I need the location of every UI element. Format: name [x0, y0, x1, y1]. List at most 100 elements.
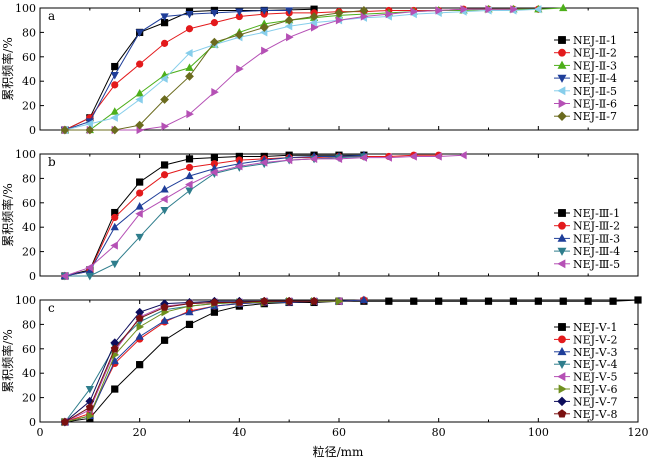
data-point: [136, 322, 145, 331]
data-point: [85, 272, 94, 281]
data-point: [360, 12, 369, 21]
data-point: [135, 332, 144, 340]
data-point: [135, 29, 144, 37]
data-point: [85, 403, 94, 411]
legend-marker: [557, 347, 567, 356]
legend-entry: NEJ-Ⅴ-1: [554, 321, 617, 334]
data-point: [485, 5, 493, 14]
y-tick-label: 0: [29, 124, 36, 137]
series-4: [60, 7, 294, 135]
x-tick-label: 60: [332, 426, 346, 439]
legend-label: NEJ-Ⅴ-1: [573, 321, 617, 334]
data-point: [185, 320, 194, 329]
data-point: [86, 411, 95, 421]
legend-marker: [557, 86, 566, 96]
data-point: [533, 5, 542, 14]
legend-label: NEJ-Ⅴ-2: [573, 333, 617, 346]
y-tick-label: 40: [22, 221, 36, 234]
data-point: [185, 155, 194, 163]
data-point: [284, 155, 293, 165]
data-point: [135, 202, 144, 210]
series-line: [64, 8, 539, 131]
data-point: [135, 233, 144, 242]
data-point: [584, 297, 592, 305]
data-point: [111, 213, 119, 222]
data-point: [285, 297, 294, 305]
y-tick-label: 80: [22, 172, 36, 185]
data-point: [185, 307, 194, 316]
data-point: [110, 344, 119, 353]
data-point: [435, 6, 444, 15]
data-point: [259, 23, 269, 32]
legend-label: NEJ-Ⅱ-4: [573, 72, 617, 85]
data-point: [185, 187, 194, 196]
data-point: [185, 299, 194, 308]
data-point: [459, 151, 467, 160]
legend-marker: [557, 111, 567, 121]
y-tick-label: 20: [22, 392, 36, 405]
data-point: [85, 125, 95, 135]
legend-label: NEJ-Ⅱ-7: [573, 110, 617, 123]
data-point: [235, 298, 244, 306]
data-point: [185, 63, 194, 71]
y-tick-label: 80: [22, 318, 36, 331]
data-point: [559, 3, 568, 12]
data-point: [210, 154, 219, 162]
data-point: [110, 125, 120, 135]
data-point: [236, 64, 244, 74]
legend-marker: [558, 384, 567, 394]
data-point: [310, 23, 319, 32]
legend-marker: [558, 36, 566, 44]
data-point: [334, 8, 344, 18]
legend-label: NEJ-Ⅲ-4: [573, 245, 620, 258]
x-tick-label: 80: [432, 426, 446, 439]
data-point: [359, 153, 368, 162]
data-point: [136, 189, 144, 197]
legend-entry: NEJ-Ⅴ-5: [554, 371, 617, 384]
data-point: [160, 39, 169, 47]
series-2: [61, 5, 542, 134]
legend-entry: NEJ-Ⅴ-2: [554, 333, 617, 346]
data-point: [135, 95, 143, 104]
data-point: [359, 295, 369, 304]
legend-label: NEJ-Ⅲ-5: [573, 258, 620, 271]
x-tick-label: 100: [528, 426, 549, 439]
data-point: [460, 5, 469, 14]
legend-label: NEJ-Ⅲ-2: [573, 220, 620, 233]
series-8: [60, 297, 319, 426]
data-point: [136, 361, 144, 369]
data-point: [135, 120, 145, 130]
series-line: [64, 9, 290, 131]
data-point: [110, 222, 119, 231]
data-point: [161, 122, 170, 131]
data-point: [435, 297, 443, 305]
y-axis-label: 累积频率/%: [0, 183, 15, 246]
legend-label: NEJ-Ⅱ-6: [573, 98, 617, 111]
data-point: [185, 171, 194, 180]
data-point: [60, 271, 69, 281]
data-point: [210, 37, 219, 47]
series-line: [64, 154, 439, 277]
legend-entry: NEJ-Ⅱ-1: [554, 34, 617, 47]
legend-label: NEJ-Ⅱ-3: [573, 59, 617, 72]
legend-entry: NEJ-Ⅴ-4: [554, 358, 617, 371]
x-tick-label: 40: [232, 426, 246, 439]
legend-marker: [557, 396, 567, 407]
data-point: [185, 71, 194, 81]
series-line: [64, 9, 364, 131]
data-point: [335, 297, 344, 306]
legend-entry: NEJ-Ⅱ-5: [554, 85, 617, 98]
legend-entry: NEJ-Ⅴ-6: [554, 383, 617, 396]
legend-entry: NEJ-Ⅲ-5: [554, 258, 620, 271]
series-5: [60, 151, 467, 281]
data-point: [260, 297, 269, 305]
data-point: [60, 125, 70, 135]
data-point: [309, 12, 319, 21]
legend-entry: NEJ-Ⅱ-3: [554, 59, 617, 72]
x-tick-label: 20: [133, 426, 147, 439]
data-point: [235, 8, 244, 17]
data-point: [85, 263, 93, 272]
data-point: [110, 241, 118, 250]
data-point: [160, 303, 169, 311]
data-point: [359, 6, 369, 15]
